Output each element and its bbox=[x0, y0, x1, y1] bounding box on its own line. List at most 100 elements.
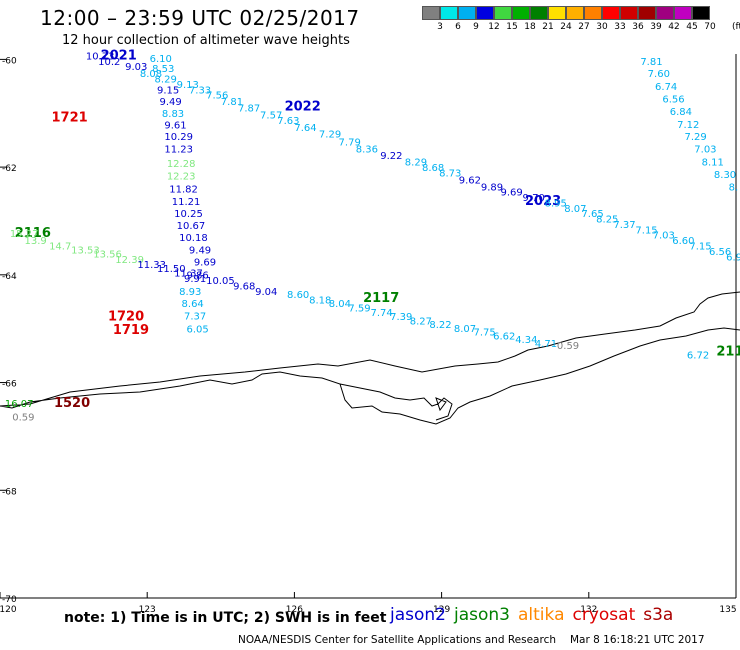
wave-height-label: 10.05 bbox=[206, 276, 235, 287]
wave-height-label: 7.79 bbox=[339, 138, 361, 149]
wave-height-label: 7.64 bbox=[294, 123, 316, 134]
legend-entry-altika: altika bbox=[518, 605, 565, 625]
wave-height-label: 7.15 bbox=[635, 225, 657, 236]
track-label: 2116 bbox=[15, 226, 51, 241]
color-swatch bbox=[674, 6, 692, 20]
wave-height-label: 16.07 bbox=[5, 399, 34, 410]
color-swatch bbox=[638, 6, 656, 20]
wave-height-label: 12.39 bbox=[115, 255, 144, 266]
wave-height-label: 6.05 bbox=[186, 324, 208, 335]
wave-height-label: 7.59 bbox=[348, 303, 370, 314]
wave-height-label: 8.04 bbox=[329, 299, 351, 310]
color-swatch bbox=[620, 6, 638, 20]
track-label: 1721 bbox=[52, 110, 88, 125]
wave-height-label: 8.29 bbox=[405, 157, 427, 168]
wave-height-label: 7.12 bbox=[677, 120, 699, 131]
wave-height-label: 9.89 bbox=[481, 182, 503, 193]
x-tick-label: 129 bbox=[433, 605, 450, 615]
color-swatch bbox=[422, 6, 440, 20]
legend-entry-jason2: jason2 bbox=[390, 605, 446, 625]
wave-height-label: 9.61 bbox=[164, 120, 186, 131]
wave-height-label: 7.65 bbox=[581, 209, 603, 220]
wave-height-label: 7.37 bbox=[184, 312, 206, 323]
wave-height-label: 0.59 bbox=[12, 412, 34, 423]
track-label: 1719 bbox=[113, 323, 149, 338]
wave-height-label: 7.57 bbox=[260, 111, 282, 122]
wave-height-label: 7.37 bbox=[613, 220, 635, 231]
wave-height-label: 10.18 bbox=[179, 233, 208, 244]
wave-height-label: 9.70 bbox=[523, 193, 545, 204]
wave-height-label: 8.07 bbox=[564, 204, 586, 215]
coastline bbox=[0, 291, 740, 425]
wave-height-label: 10.2 bbox=[98, 57, 120, 68]
color-scale-tick: 9 bbox=[473, 22, 479, 32]
wave-height-label: 10.73 bbox=[86, 51, 115, 62]
wave-height-label: 7.60 bbox=[648, 69, 670, 80]
wave-height-label: 7.29 bbox=[684, 132, 706, 143]
color-swatch bbox=[656, 6, 674, 20]
wave-height-label: 9.03 bbox=[125, 62, 147, 73]
color-scale-tick: 6 bbox=[455, 22, 461, 32]
wave-height-label: 8.30 bbox=[714, 170, 736, 181]
color-swatch bbox=[476, 6, 494, 20]
wave-height-label: 13.53 bbox=[71, 245, 100, 256]
wave-height-label: 11.21 bbox=[172, 197, 201, 208]
y-tick-label: -68 bbox=[2, 487, 17, 497]
wave-height-label: 8.60 bbox=[287, 290, 309, 301]
wave-height-label: 8. bbox=[729, 182, 739, 193]
color-scale-tick: 70 bbox=[704, 22, 716, 32]
color-scale-tick: 45 bbox=[686, 22, 698, 32]
y-tick-label: -60 bbox=[2, 56, 17, 66]
wave-height-label: 4.71 bbox=[535, 339, 557, 350]
wave-height-label: 6.62 bbox=[493, 331, 515, 342]
wave-height-label: 8.08 bbox=[140, 69, 162, 80]
wave-height-label: 8.07 bbox=[454, 324, 476, 335]
wave-height-label: 13.56 bbox=[93, 250, 122, 261]
track-label: 211 bbox=[716, 345, 740, 360]
x-tick-label: 120 bbox=[0, 605, 17, 615]
color-swatch bbox=[440, 6, 458, 20]
wave-height-label: 10.29 bbox=[164, 132, 193, 143]
color-swatch bbox=[602, 6, 620, 20]
wave-height-label: 7.74 bbox=[370, 308, 392, 319]
wave-height-label: 9.69 bbox=[194, 258, 216, 269]
color-scale-tick: 18 bbox=[524, 22, 536, 32]
color-scale-tick: 21 bbox=[542, 22, 554, 32]
y-tick-label: -70 bbox=[2, 595, 17, 605]
color-swatch bbox=[512, 6, 530, 20]
wave-height-label: 9.49 bbox=[189, 245, 211, 256]
wave-height-label: 7.56 bbox=[206, 91, 228, 102]
wave-height-label: 14.7 bbox=[49, 242, 71, 253]
color-scale-tick: 42 bbox=[668, 22, 680, 32]
wave-height-label: 9.69 bbox=[500, 188, 522, 199]
credit-date: Mar 8 16:18:21 UTC 2017 bbox=[570, 634, 705, 646]
color-swatch bbox=[548, 6, 566, 20]
color-scale-tick: 12 bbox=[488, 22, 500, 32]
wave-height-label: 6.9 bbox=[726, 252, 740, 263]
wave-height-label: 9.68 bbox=[233, 281, 255, 292]
wave-height-label: 7.63 bbox=[277, 116, 299, 127]
color-scale-unit: (ft) bbox=[732, 22, 740, 32]
color-swatch bbox=[458, 6, 476, 20]
wave-height-label: 8.53 bbox=[152, 64, 174, 75]
wave-height-label: 7.39 bbox=[390, 312, 412, 323]
wave-height-label: 6.10 bbox=[150, 54, 172, 65]
wave-height-label: 7.03 bbox=[653, 231, 675, 242]
color-scale-tick: 30 bbox=[596, 22, 608, 32]
x-tick-label: 135 bbox=[719, 605, 736, 615]
wave-height-label: 11.23 bbox=[164, 145, 193, 156]
color-scale-tick: 3 bbox=[437, 22, 443, 32]
wave-height-label: 7.75 bbox=[473, 328, 495, 339]
track-label: 1720 bbox=[108, 310, 144, 325]
wave-height-label: 6.74 bbox=[655, 82, 677, 93]
wave-height-label: 9.04 bbox=[255, 287, 277, 298]
wave-height-label: 7.29 bbox=[319, 129, 341, 140]
wave-height-label: 8.18 bbox=[309, 295, 331, 306]
wave-height-label: 9.62 bbox=[459, 175, 481, 186]
wave-height-label: 8.68 bbox=[422, 163, 444, 174]
wave-height-label: 6.56 bbox=[662, 94, 684, 105]
wave-height-label: 10.67 bbox=[177, 221, 206, 232]
color-swatch bbox=[692, 6, 710, 20]
